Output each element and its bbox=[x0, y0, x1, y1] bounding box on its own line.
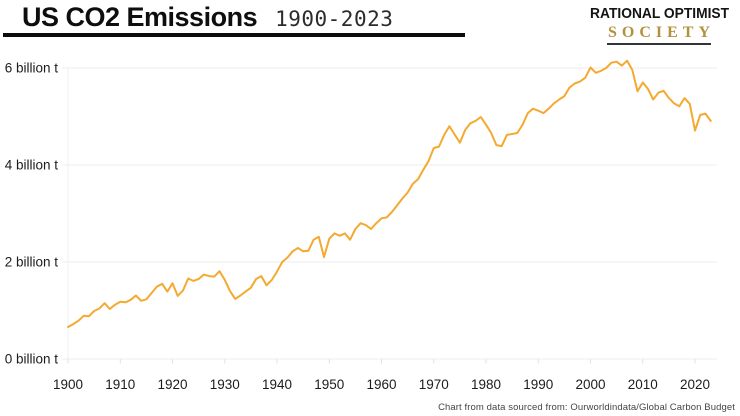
x-tick-label: 1990 bbox=[523, 377, 553, 392]
y-tick-label: 6 billion t bbox=[5, 61, 59, 76]
logo-underline bbox=[607, 43, 711, 45]
x-tick-label: 1910 bbox=[105, 377, 135, 392]
y-tick-label: 0 billion t bbox=[5, 352, 59, 367]
logo-text-society: SOCIETY bbox=[607, 24, 716, 41]
x-tick-label: 1950 bbox=[314, 377, 344, 392]
source-credit: Chart from data sourced from: Ourworldin… bbox=[438, 402, 735, 413]
x-tick-label: 1940 bbox=[262, 377, 292, 392]
emissions-line bbox=[67, 59, 712, 328]
x-tick-label: 1900 bbox=[53, 377, 83, 392]
chart-header: US CO2 Emissions 1900-2023 bbox=[22, 2, 393, 33]
rational-optimist-society-logo: RATIONAL OPTIMIST SOCIETY bbox=[584, 5, 734, 45]
x-tick-label: 1920 bbox=[157, 377, 187, 392]
x-tick-label: 2000 bbox=[575, 377, 605, 392]
y-tick-label: 2 billion t bbox=[5, 255, 59, 270]
logo-text-rational-optimist: RATIONAL OPTIMIST bbox=[590, 5, 730, 22]
x-tick-label: 1930 bbox=[210, 377, 240, 392]
x-tick-label: 2020 bbox=[680, 377, 710, 392]
title-underline bbox=[3, 33, 465, 37]
page-title: US CO2 Emissions bbox=[22, 2, 258, 32]
x-tick-label: 1960 bbox=[366, 377, 396, 392]
x-tick-label: 2010 bbox=[628, 377, 658, 392]
x-tick-label: 1980 bbox=[471, 377, 501, 392]
date-range-subtitle: 1900-2023 bbox=[275, 7, 394, 31]
x-tick-label: 1970 bbox=[419, 377, 449, 392]
y-tick-label: 4 billion t bbox=[5, 158, 59, 173]
